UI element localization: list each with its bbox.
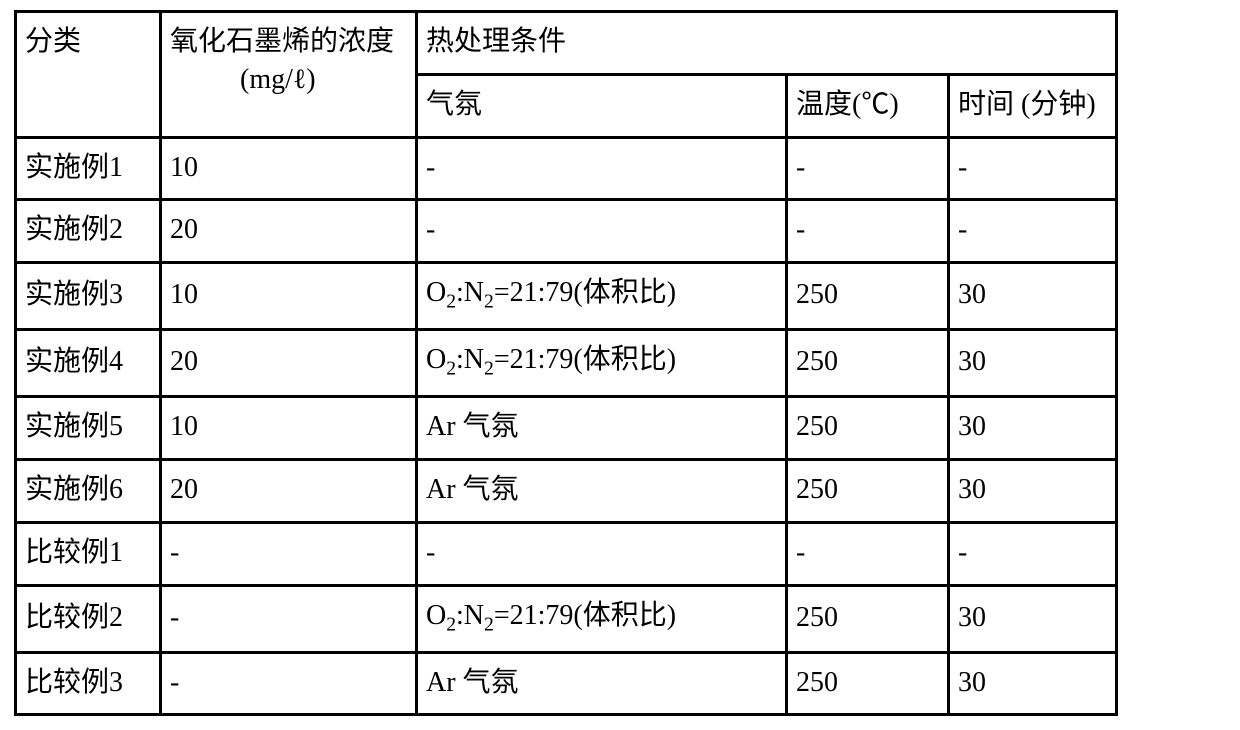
cell-atmosphere: O2:N2=21:79(体积比): [417, 330, 787, 397]
cell-concentration: 10: [161, 263, 417, 330]
header-heat-treatment: 热处理条件: [417, 12, 1117, 75]
cell-concentration: 10: [161, 397, 417, 460]
cell-time: -: [949, 200, 1117, 263]
cell-time: 30: [949, 397, 1117, 460]
cell-temperature: 250: [787, 330, 949, 397]
cell-atmosphere: -: [417, 137, 787, 200]
cell-atmosphere: Ar 气氛: [417, 652, 787, 715]
cell-concentration: 20: [161, 200, 417, 263]
cell-time: 30: [949, 585, 1117, 652]
table-header: 分类 氧化石墨烯的浓度 (mg/ℓ) 热处理条件 气氛 温度(℃) 时间 (分钟…: [16, 12, 1117, 138]
cell-concentration: -: [161, 585, 417, 652]
cell-atmosphere: O2:N2=21:79(体积比): [417, 585, 787, 652]
cell-category: 比较例3: [16, 652, 161, 715]
table-row: 实施例620Ar 气氛25030: [16, 460, 1117, 523]
cell-concentration: -: [161, 652, 417, 715]
cell-atmosphere: O2:N2=21:79(体积比): [417, 263, 787, 330]
cell-atmosphere: Ar 气氛: [417, 460, 787, 523]
cell-time: 30: [949, 330, 1117, 397]
cell-atmosphere: -: [417, 522, 787, 585]
cell-concentration: 20: [161, 460, 417, 523]
cell-temperature: -: [787, 200, 949, 263]
cell-category: 实施例5: [16, 397, 161, 460]
cell-temperature: -: [787, 522, 949, 585]
cell-time: -: [949, 137, 1117, 200]
cell-atmosphere: Ar 气氛: [417, 397, 787, 460]
cell-time: 30: [949, 460, 1117, 523]
table-row: 实施例220---: [16, 200, 1117, 263]
cell-category: 实施例1: [16, 137, 161, 200]
cell-time: 30: [949, 263, 1117, 330]
header-atmosphere: 气氛: [417, 74, 787, 137]
cell-temperature: 250: [787, 460, 949, 523]
cell-category: 比较例2: [16, 585, 161, 652]
cell-concentration: 20: [161, 330, 417, 397]
table-row: 比较例2-O2:N2=21:79(体积比)25030: [16, 585, 1117, 652]
page-container: 分类 氧化石墨烯的浓度 (mg/ℓ) 热处理条件 气氛 温度(℃) 时间 (分钟…: [0, 0, 1240, 730]
header-concentration: 氧化石墨烯的浓度 (mg/ℓ): [161, 12, 417, 138]
cell-temperature: -: [787, 137, 949, 200]
cell-concentration: -: [161, 522, 417, 585]
cell-category: 比较例1: [16, 522, 161, 585]
cell-atmosphere: -: [417, 200, 787, 263]
header-time: 时间 (分钟): [949, 74, 1117, 137]
header-concentration-line2: (mg/ℓ): [170, 64, 316, 95]
table-row: 实施例510Ar 气氛25030: [16, 397, 1117, 460]
header-row-1: 分类 氧化石墨烯的浓度 (mg/ℓ) 热处理条件: [16, 12, 1117, 75]
cell-category: 实施例6: [16, 460, 161, 523]
table-row: 实施例310O2:N2=21:79(体积比)25030: [16, 263, 1117, 330]
header-concentration-line1: 氧化石墨烯的浓度: [170, 26, 394, 57]
cell-category: 实施例4: [16, 330, 161, 397]
cell-temperature: 250: [787, 263, 949, 330]
table-row: 实施例110---: [16, 137, 1117, 200]
cell-temperature: 250: [787, 397, 949, 460]
table-row: 比较例3-Ar 气氛25030: [16, 652, 1117, 715]
header-temperature: 温度(℃): [787, 74, 949, 137]
cell-concentration: 10: [161, 137, 417, 200]
data-table: 分类 氧化石墨烯的浓度 (mg/ℓ) 热处理条件 气氛 温度(℃) 时间 (分钟…: [14, 10, 1118, 716]
table-body: 实施例110---实施例220---实施例310O2:N2=21:79(体积比)…: [16, 137, 1117, 715]
cell-temperature: 250: [787, 585, 949, 652]
table-row: 实施例420O2:N2=21:79(体积比)25030: [16, 330, 1117, 397]
header-category: 分类: [16, 12, 161, 138]
cell-time: 30: [949, 652, 1117, 715]
cell-category: 实施例3: [16, 263, 161, 330]
table-row: 比较例1----: [16, 522, 1117, 585]
cell-time: -: [949, 522, 1117, 585]
cell-category: 实施例2: [16, 200, 161, 263]
cell-temperature: 250: [787, 652, 949, 715]
